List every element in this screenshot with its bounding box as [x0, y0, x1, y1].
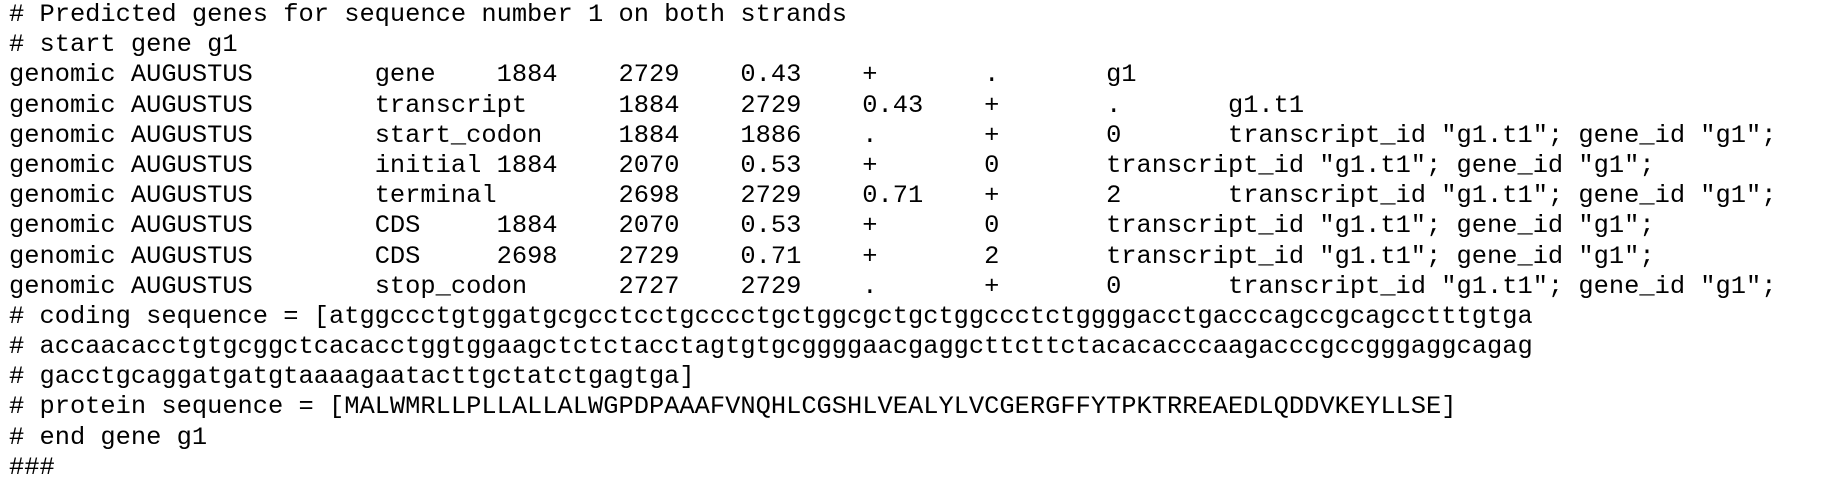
coding-sequence-line: # accaacacctgtgcggctcacacctggtggaagctctc…: [9, 332, 1533, 362]
comment-line: # end gene g1: [9, 422, 208, 452]
gff-line: genomic AUGUSTUS gene 1884 2729 0.43 + .…: [9, 60, 1137, 90]
gff-line: genomic AUGUSTUS initial 1884 2070 0.53 …: [9, 150, 1655, 180]
gff-line: genomic AUGUSTUS stop_codon 2727 2729 . …: [9, 271, 1777, 301]
comment-line: # Predicted genes for sequence number 1 …: [9, 0, 848, 29]
gff-line: genomic AUGUSTUS transcript 1884 2729 0.…: [9, 90, 1305, 120]
gff-line: genomic AUGUSTUS CDS 2698 2729 0.71 + 2 …: [9, 241, 1655, 271]
gff-line: genomic AUGUSTUS CDS 1884 2070 0.53 + 0 …: [9, 211, 1655, 241]
terminal-output: # Predicted genes for sequence number 1 …: [9, 0, 1819, 484]
gff-line: genomic AUGUSTUS terminal 2698 2729 0.71…: [9, 181, 1777, 211]
comment-line: ###: [9, 452, 55, 482]
coding-sequence-line: # coding sequence = [atggccctgtggatgcgcc…: [9, 301, 1533, 331]
gff-line: genomic AUGUSTUS start_codon 1884 1886 .…: [9, 120, 1777, 150]
protein-sequence-line: # protein sequence = [MALWMRLLPLLALLALWG…: [9, 392, 1457, 422]
coding-sequence-line: # gacctgcaggatgatgtaaaagaatacttgctatctga…: [9, 362, 695, 392]
comment-line: # start gene g1: [9, 30, 238, 60]
